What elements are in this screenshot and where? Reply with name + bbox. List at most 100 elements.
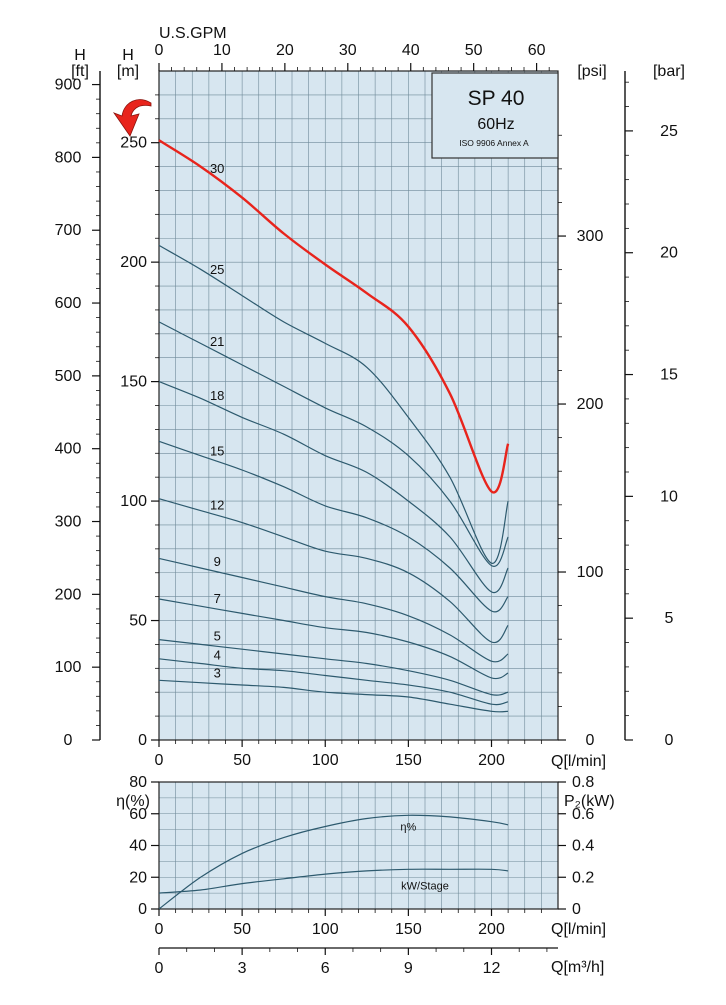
- efficiency-axis-label: η(%): [116, 793, 150, 810]
- m3h-tick-label: 12: [483, 960, 501, 977]
- m-tick-label: 200: [120, 254, 147, 271]
- efficiency-curve: [158, 814, 509, 910]
- head-curve-3-stages: [158, 679, 509, 713]
- bar-tick-label: 10: [660, 488, 678, 505]
- kw-tick-label: 0.8: [572, 774, 594, 791]
- bar-tick-label: 25: [660, 123, 678, 140]
- head-curve-12-stages: [158, 498, 509, 644]
- m-tick-label: 250: [120, 135, 147, 152]
- eff-tick-label: 40: [129, 838, 147, 855]
- top-axis-label: U.S.GPM: [159, 25, 227, 42]
- lower-lpm-tick-label: 200: [478, 921, 505, 938]
- ft-tick-label: 200: [55, 586, 82, 603]
- bar-tick-label: 15: [660, 367, 678, 384]
- head-curve-9-stages: [158, 557, 509, 663]
- gpm-tick-label: 0: [155, 42, 164, 59]
- power-axis-label: P₂(kW): [564, 793, 615, 810]
- ft-tick-label: 900: [55, 77, 82, 94]
- head-curve-21-stages: [158, 321, 509, 567]
- bar-axis-unit: [bar]: [653, 63, 685, 80]
- eff-tick-label: 0: [138, 901, 147, 918]
- left-inner-axis-label: H: [122, 47, 134, 64]
- flow-m3h-axis-label: Q[m³/h]: [551, 959, 604, 976]
- psi-tick-label: 200: [577, 396, 604, 413]
- lpm-tick-label: 100: [312, 752, 339, 769]
- curve-label-21: 21: [210, 334, 224, 349]
- gpm-tick-label: 40: [402, 42, 420, 59]
- lower-lpm-tick-label: 50: [233, 921, 251, 938]
- kw-tick-label: 0.2: [572, 869, 594, 886]
- head-curve-15-stages: [158, 440, 509, 613]
- curve-label-18: 18: [210, 388, 224, 403]
- ft-tick-label: 400: [55, 441, 82, 458]
- flow-axis-label: Q[l/min]: [551, 753, 606, 770]
- chart-subtitle: 60Hz: [477, 116, 514, 133]
- eff-tick-label: 60: [129, 806, 147, 823]
- m3h-tick-label: 9: [404, 960, 413, 977]
- curve-label-9: 9: [214, 554, 221, 569]
- ft-tick-label: 100: [55, 659, 82, 676]
- ft-tick-label: 500: [55, 368, 82, 385]
- m3h-tick-label: 6: [321, 960, 330, 977]
- lower-lpm-tick-label: 0: [155, 921, 164, 938]
- kw-tick-label: 0: [572, 901, 581, 918]
- m-tick-label: 50: [129, 613, 147, 630]
- lpm-tick-label: 150: [395, 752, 422, 769]
- gpm-tick-label: 60: [528, 42, 546, 59]
- gpm-tick-label: 10: [213, 42, 231, 59]
- curve-label-4: 4: [214, 647, 221, 662]
- title-box: [431, 72, 559, 159]
- left-inner-axis-unit: [m]: [117, 63, 139, 80]
- curve-label-3: 3: [214, 666, 221, 681]
- ft-tick-label: 800: [55, 149, 82, 166]
- head-curve-18-stages: [158, 381, 509, 594]
- curve-label-25: 25: [210, 262, 224, 277]
- ft-tick-label: 700: [55, 222, 82, 239]
- curve-label-7: 7: [214, 591, 221, 606]
- head-curve-7-stages: [158, 598, 509, 680]
- curve-label-30: 30: [210, 161, 224, 176]
- psi-axis-unit: [psi]: [577, 63, 606, 80]
- bar-tick-label: 0: [665, 732, 674, 749]
- m3h-tick-label: 3: [238, 960, 247, 977]
- eff-tick-label: 20: [129, 869, 147, 886]
- flow-axis-label-lower: Q[l/min]: [551, 921, 606, 938]
- psi-tick-label: 100: [577, 564, 604, 581]
- m-tick-label: 0: [138, 732, 147, 749]
- eff-tick-label: 80: [129, 774, 147, 791]
- curve-label-15: 15: [210, 443, 224, 458]
- ft-tick-label: 600: [55, 295, 82, 312]
- power-curve-label: kW/Stage: [401, 880, 449, 892]
- bar-tick-label: 20: [660, 245, 678, 262]
- head-curve-4-stages: [158, 658, 509, 706]
- left-outer-axis-label: H: [74, 47, 86, 64]
- curve-label-5: 5: [214, 628, 221, 643]
- lower-lpm-tick-label: 150: [395, 921, 422, 938]
- lpm-tick-label: 200: [478, 752, 505, 769]
- head-curve-5-stages: [158, 639, 509, 696]
- lpm-tick-label: 50: [233, 752, 251, 769]
- m3h-tick-label: 0: [155, 960, 164, 977]
- highlight-arrow-icon: [112, 99, 152, 137]
- gpm-tick-label: 50: [465, 42, 483, 59]
- psi-tick-label: 300: [577, 228, 604, 245]
- power-curve: [158, 868, 509, 894]
- kw-tick-label: 0.4: [572, 838, 594, 855]
- ft-tick-label: 300: [55, 514, 82, 531]
- m-tick-label: 100: [120, 493, 147, 510]
- ft-tick-label: 0: [64, 732, 73, 749]
- chart-title: SP 40: [468, 87, 525, 110]
- lower-lpm-tick-label: 100: [312, 921, 339, 938]
- chart-standard-note: ISO 9906 Annex A: [459, 138, 529, 148]
- curve-label-12: 12: [210, 497, 224, 512]
- bar-tick-label: 5: [665, 610, 674, 627]
- lpm-tick-label: 0: [155, 752, 164, 769]
- m-tick-label: 150: [120, 374, 147, 391]
- psi-tick-label: 0: [586, 732, 595, 749]
- head-curve-30-stages: [158, 139, 510, 494]
- head-curve-25-stages: [158, 244, 509, 564]
- efficiency-curve-label: η%: [400, 821, 416, 833]
- left-outer-axis-unit: [ft]: [71, 63, 89, 80]
